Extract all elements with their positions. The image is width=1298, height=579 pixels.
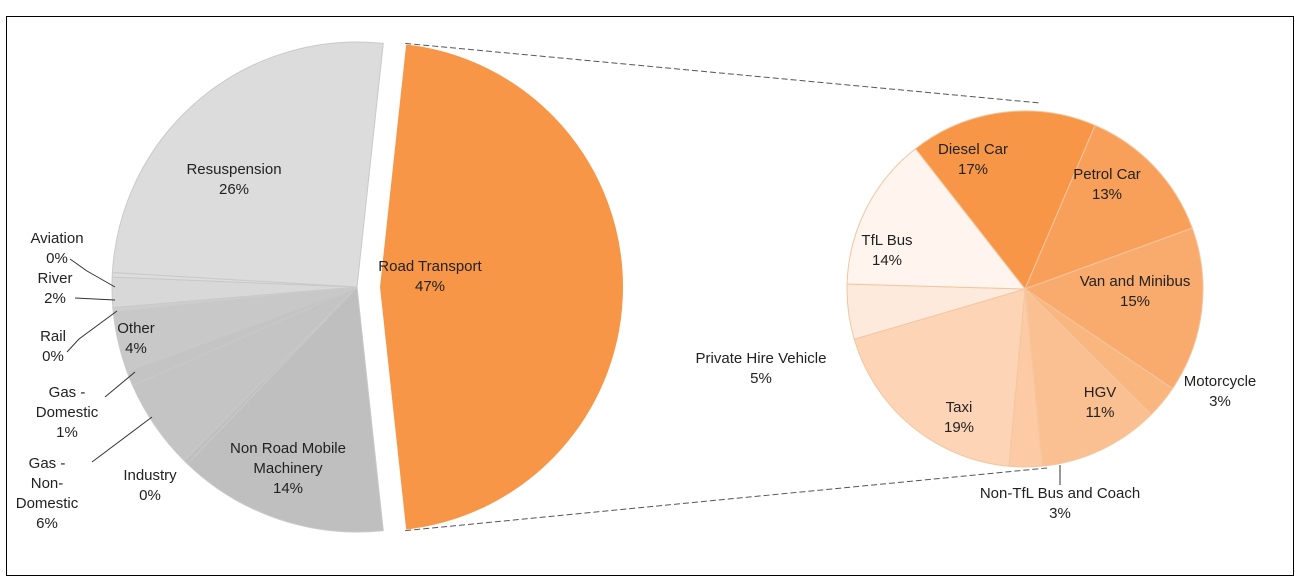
label-tfl-bus: TfL Bus 14% xyxy=(861,232,912,269)
label-resuspension: Resuspension 26% xyxy=(186,161,281,198)
sub-pie-slice-diesel-car xyxy=(914,110,1096,290)
pie-slice-road-transport xyxy=(377,42,625,532)
label-petrol-car: Petrol Car 13% xyxy=(1073,166,1141,203)
label-river: River 2% xyxy=(37,270,72,307)
label-van-and-minibus: Van and Minibus 15% xyxy=(1080,273,1191,310)
label-diesel-car: Diesel Car 17% xyxy=(938,141,1008,178)
pie-slice-resuspension xyxy=(111,41,384,288)
leader-line-river xyxy=(74,297,116,301)
label-road-transport: Road Transport 47% xyxy=(378,258,482,295)
leader-line-rail xyxy=(66,310,118,353)
leader-line-aviation xyxy=(69,258,116,288)
label-non-tfl-bus-and-coach: Non-TfL Bus and Coach 3% xyxy=(980,485,1140,522)
sub-pie-slice-hgv xyxy=(1024,287,1153,467)
sub-pie-slice-taxi xyxy=(853,288,1026,467)
chart-frame: Resuspension 26% Road Transport 47% Non Road… xyxy=(6,16,1294,576)
cropped-heading xyxy=(0,0,1298,12)
label-other: Other 4% xyxy=(117,320,155,357)
label-industry: Industry 0% xyxy=(123,467,177,504)
leader-line-gas-domestic xyxy=(104,371,136,398)
label-non-road-mobile-machinery: Non Road Mobile Machinery 14% xyxy=(230,440,346,497)
sub-pie-slice-tfl-bus xyxy=(846,148,1027,290)
label-hgv: HGV 11% xyxy=(1084,384,1117,421)
leader-line-gas-non-domestic xyxy=(91,416,153,463)
pie-of-pie-chart: Resuspension 26% Road Transport 47% Non Road… xyxy=(16,41,1257,533)
label-taxi: Taxi 19% xyxy=(944,399,974,436)
sub-pie-slice-van-and-minibus xyxy=(1023,227,1204,390)
label-rail: Rail 0% xyxy=(40,328,66,365)
label-aviation: Aviation 0% xyxy=(30,230,83,267)
sub-pie-slice-petrol-car xyxy=(1024,124,1193,290)
label-gas-domestic: Gas -Domestic 1% xyxy=(36,384,99,441)
pie-slice-non-road-mobile-machinery xyxy=(186,285,384,533)
label-gas-non-domestic: Gas -Non-Domestic 6% xyxy=(16,455,79,532)
connector-line-top xyxy=(405,42,1041,104)
label-private-hire-vehicle: Private Hire Vehicle 5% xyxy=(696,350,827,387)
label-motorcycle: Motorcycle 3% xyxy=(1184,373,1257,410)
